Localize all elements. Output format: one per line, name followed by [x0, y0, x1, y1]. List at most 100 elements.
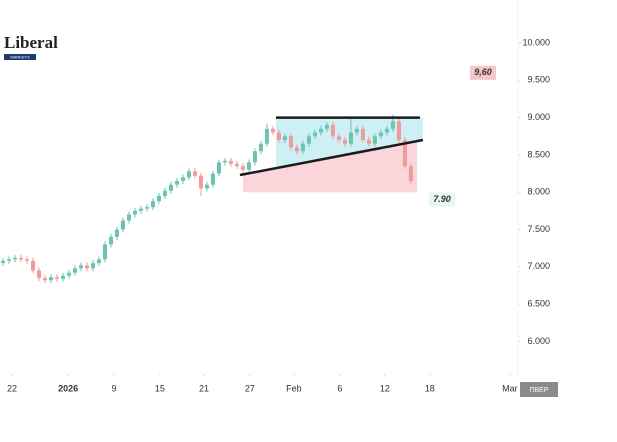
candle-body — [258, 143, 263, 152]
candle-body — [0, 260, 5, 264]
candle-body — [66, 272, 71, 276]
candle-body — [138, 208, 143, 211]
candle-body — [120, 220, 125, 230]
candle-body — [264, 128, 269, 144]
candle-body — [168, 184, 173, 191]
candle-body — [48, 277, 53, 281]
candle-body — [96, 259, 101, 264]
candle-body — [78, 265, 83, 269]
y-tick-label: 6.000 — [527, 336, 550, 346]
candle-body — [366, 139, 371, 144]
x-tick-label: 6 — [337, 383, 342, 393]
logo-subtitle: MARKETS — [10, 55, 30, 60]
x-tick-label: 18 — [425, 383, 435, 393]
candle-body — [276, 132, 281, 140]
y-tick-label: 7.500 — [527, 224, 550, 234]
candle-body — [84, 265, 89, 269]
candle-body — [288, 136, 293, 148]
candle-body — [396, 121, 401, 140]
candle-body — [12, 257, 17, 260]
zone — [242, 141, 417, 193]
candle-body — [90, 263, 95, 269]
candle-body — [342, 139, 347, 144]
button-label[interactable]: ПВЕР — [529, 387, 548, 394]
logo-bar — [4, 54, 36, 60]
candle-body — [150, 201, 155, 208]
candle-body — [108, 236, 113, 245]
candle-body — [156, 195, 161, 202]
candle-body — [180, 177, 185, 182]
y-tick-label: 10.000 — [522, 37, 550, 47]
candle-body — [306, 136, 311, 144]
candle-body — [282, 136, 287, 140]
button[interactable] — [520, 382, 558, 397]
x-tick-label: 15 — [155, 383, 165, 393]
candle-body — [126, 214, 131, 221]
candle-body — [360, 128, 365, 140]
x-tick-label: 27 — [245, 383, 255, 393]
candle-body — [192, 171, 197, 176]
candle-body — [240, 166, 245, 170]
candle-body — [378, 132, 383, 137]
candle-body — [324, 125, 329, 129]
candle-body — [384, 128, 389, 133]
annotation-box — [429, 192, 455, 207]
logo: Liberal MARKETS — [4, 33, 58, 60]
annotation-box — [470, 65, 496, 80]
candle-body — [270, 128, 275, 133]
logo-title: Liberal — [4, 33, 58, 52]
candle-body — [36, 270, 41, 279]
candle-body — [114, 229, 119, 237]
x-tick-label: 22 — [7, 383, 17, 393]
candle-body — [390, 121, 395, 129]
candle-body — [144, 207, 149, 209]
annotation-label: 7.90 — [433, 194, 451, 204]
candle-body — [72, 268, 77, 273]
candle-body — [132, 210, 137, 215]
candle-body — [336, 136, 341, 140]
y-tick-label: 6.500 — [527, 298, 550, 308]
x-tick-label: 21 — [199, 383, 209, 393]
annotation-label: 9,60 — [474, 67, 492, 77]
candle-body — [54, 277, 59, 279]
candle-body — [372, 136, 377, 144]
candle-body — [198, 175, 203, 189]
candle-body — [402, 139, 407, 167]
trend-line — [239, 138, 424, 177]
y-tick-label: 9.500 — [527, 75, 550, 85]
candle-body — [186, 171, 191, 178]
x-tick-label: 2026 — [58, 383, 78, 393]
candle-body — [246, 162, 251, 170]
candle-body — [174, 181, 179, 185]
candle-body — [354, 128, 359, 133]
candle-body — [348, 132, 353, 144]
candle-body — [252, 151, 257, 163]
candle-body — [60, 275, 65, 279]
y-tick-label: 9.000 — [527, 112, 550, 122]
candle-body — [222, 160, 227, 163]
candle-body — [204, 184, 209, 189]
candle-body — [162, 190, 167, 196]
candle-body — [294, 147, 299, 152]
candle-body — [408, 166, 413, 182]
candle-body — [6, 259, 11, 261]
candle-body — [228, 160, 233, 164]
candle-body — [24, 259, 29, 261]
x-tick-label: Mar — [502, 383, 518, 393]
candle-body — [102, 244, 107, 260]
x-tick-label: 12 — [380, 383, 390, 393]
candle-body — [300, 143, 305, 152]
candle-body — [234, 163, 239, 167]
x-tick-label: 9 — [111, 383, 116, 393]
x-tick-label: Feb — [286, 383, 302, 393]
y-tick-label: 7.000 — [527, 261, 550, 271]
candle-body — [312, 132, 317, 137]
candle-body — [42, 278, 47, 281]
y-tick-label: 8.500 — [527, 149, 550, 159]
candle-body — [330, 125, 335, 137]
y-tick-label: 8.000 — [527, 187, 550, 197]
candle-body — [210, 173, 215, 185]
candle-body — [30, 260, 35, 271]
